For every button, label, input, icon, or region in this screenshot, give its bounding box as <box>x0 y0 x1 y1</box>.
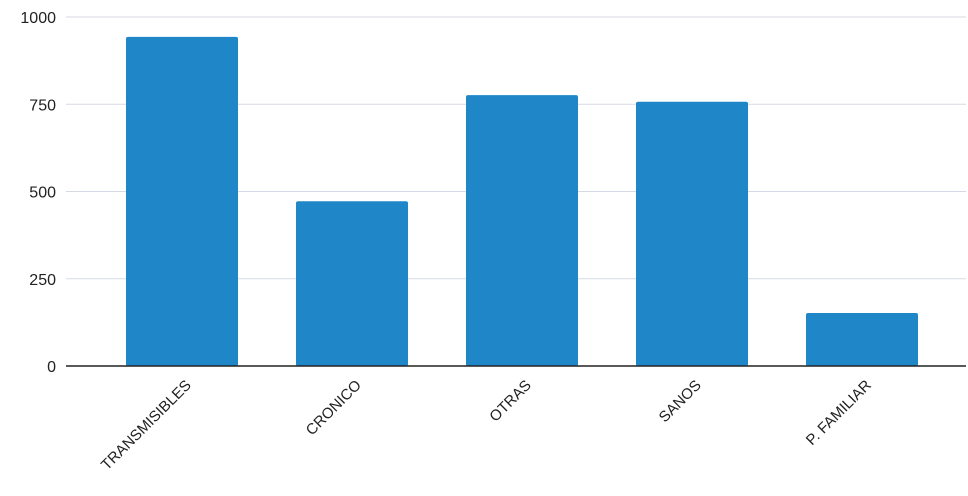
x-category-label: SANOS <box>656 377 705 426</box>
x-category-label: P. FAMILIAR <box>803 377 875 449</box>
y-tick-label: 1000 <box>20 10 56 27</box>
x-category-label: OTRAS <box>486 377 535 426</box>
bar-sanos <box>636 101 748 366</box>
y-tick-label: 750 <box>29 97 56 114</box>
y-axis-tick-labels: 0 250 500 750 1000 <box>20 10 56 376</box>
bar-cronico <box>296 201 408 366</box>
x-category-label: TRANSMISIBLES <box>98 377 195 474</box>
y-tick-label: 0 <box>47 359 56 376</box>
bars <box>126 36 918 367</box>
x-category-label: CRONICO <box>303 377 365 439</box>
bar-transmisibles <box>126 36 238 366</box>
bar-p-familiar <box>806 312 918 366</box>
y-tick-label: 500 <box>29 185 56 202</box>
y-tick-label: 250 <box>29 272 56 289</box>
bar-otras <box>466 95 578 367</box>
x-axis-category-labels: TRANSMISIBLES CRONICO OTRAS SANOS P. FAMILIA… <box>98 377 875 474</box>
